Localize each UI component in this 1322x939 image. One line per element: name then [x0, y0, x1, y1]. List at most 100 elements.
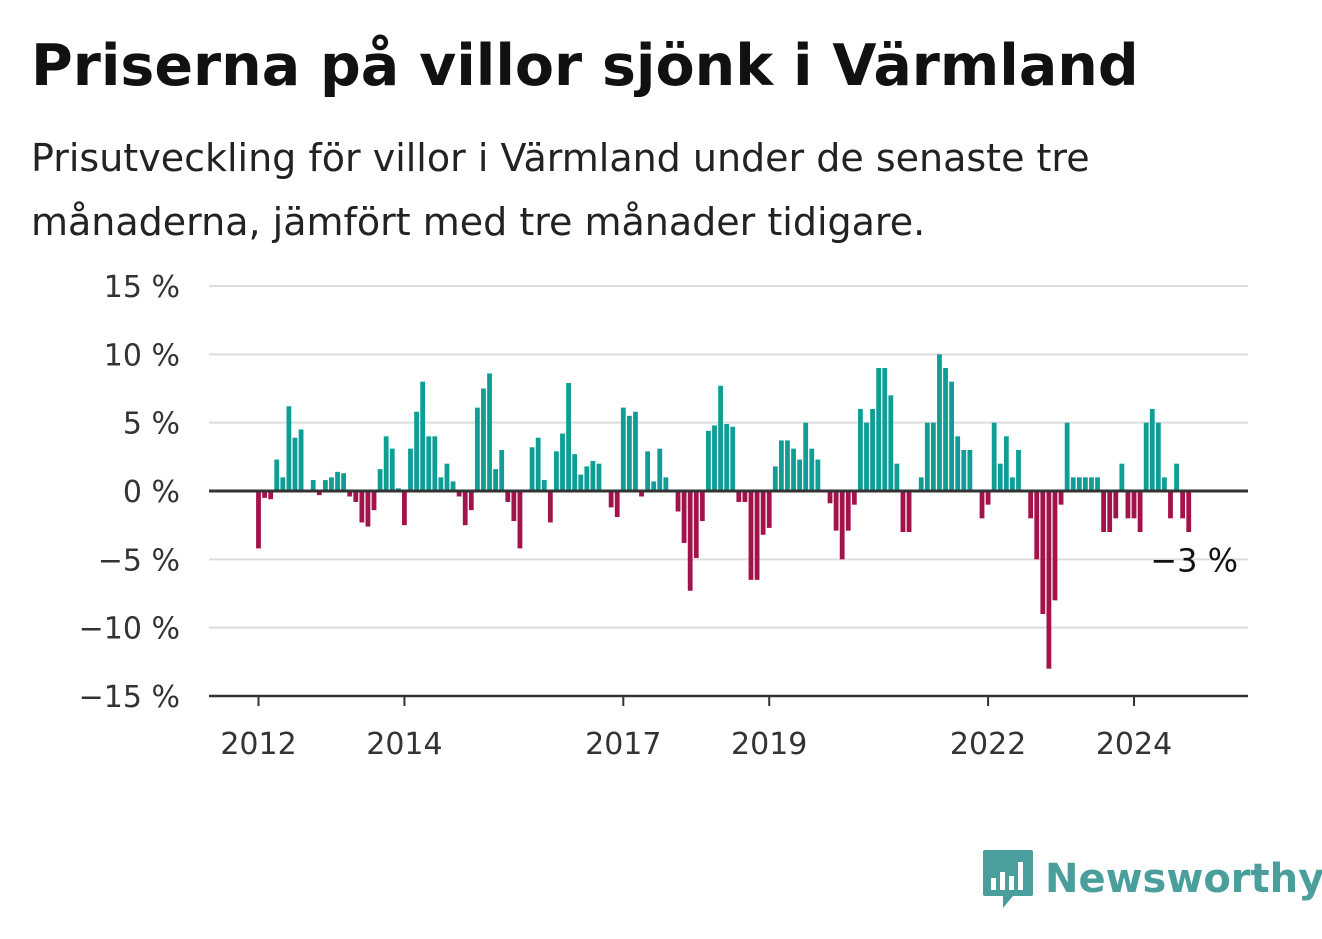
bar	[1101, 491, 1107, 532]
bar	[365, 491, 371, 527]
bar	[937, 354, 942, 491]
bar	[1107, 491, 1113, 532]
bar	[1028, 491, 1034, 519]
bar	[499, 450, 505, 491]
bar	[481, 388, 486, 491]
bar	[511, 491, 517, 522]
bar	[657, 448, 663, 491]
bar	[809, 448, 815, 491]
last-value-label: −3 %	[1150, 541, 1238, 579]
y-tick-label: −15 %	[79, 680, 180, 715]
bar	[432, 436, 438, 491]
bar	[1174, 463, 1179, 491]
bar	[1155, 422, 1161, 491]
x-tick-label: 2012	[220, 727, 296, 762]
bar	[347, 491, 353, 497]
bar	[377, 469, 383, 491]
bar	[1070, 477, 1076, 491]
brand-name: Newsworthy	[1045, 856, 1322, 902]
bar	[1180, 491, 1186, 519]
bar	[833, 491, 839, 531]
bar	[1162, 477, 1167, 491]
bar	[590, 460, 596, 491]
bar	[383, 436, 389, 491]
bar	[554, 451, 559, 491]
bar	[596, 463, 602, 491]
bar	[754, 491, 760, 580]
bar	[851, 491, 857, 505]
bar	[420, 381, 426, 491]
bar	[1058, 491, 1064, 505]
bar	[1113, 491, 1119, 519]
bar	[444, 463, 450, 491]
bar	[268, 491, 274, 500]
bar	[967, 450, 973, 491]
bar	[1149, 409, 1155, 491]
bar	[985, 491, 991, 505]
bar	[493, 469, 499, 491]
bar	[1095, 477, 1100, 491]
chart-subtitle: Prisutveckling för villor i Värmland und…	[31, 136, 1090, 244]
bar	[785, 440, 790, 491]
x-tick-labels: 2012 2014 2017 2019 2022 2024	[220, 696, 1172, 762]
bar	[456, 491, 462, 497]
bar	[620, 407, 626, 491]
bar	[1046, 491, 1052, 669]
bar	[772, 466, 778, 491]
bar	[949, 381, 955, 491]
bar	[645, 451, 651, 491]
x-tick-label: 2014	[366, 727, 442, 762]
bar	[359, 491, 365, 523]
bar	[566, 383, 571, 491]
y-tick-label: −5 %	[98, 543, 180, 578]
bar	[614, 491, 620, 517]
bar	[1040, 491, 1046, 614]
bar	[1168, 491, 1173, 519]
bar	[474, 407, 480, 491]
bar	[876, 368, 882, 491]
bar	[1119, 463, 1125, 491]
bar	[639, 491, 644, 497]
bar	[718, 385, 723, 491]
bar	[724, 424, 730, 491]
bar	[979, 491, 985, 519]
bar	[547, 491, 553, 523]
bar	[742, 491, 748, 502]
bar	[845, 491, 851, 531]
bar	[262, 491, 267, 498]
bar	[584, 466, 590, 491]
bar	[414, 411, 419, 491]
bar	[1137, 491, 1143, 532]
bar	[1010, 477, 1015, 491]
bar	[310, 480, 316, 491]
y-tick-label: −10 %	[79, 612, 180, 647]
bar	[1082, 477, 1088, 491]
bar	[882, 368, 888, 491]
bar	[870, 409, 875, 491]
bar	[438, 477, 444, 491]
bar	[450, 481, 456, 491]
bar	[760, 491, 766, 535]
y-tick-label: 15 %	[104, 270, 180, 305]
bar	[748, 491, 754, 580]
bar	[930, 422, 936, 491]
bar	[505, 491, 511, 502]
bar	[256, 491, 261, 549]
grid-lines	[209, 285, 1248, 629]
bar	[699, 491, 705, 522]
bar	[389, 448, 395, 491]
y-tick-label: 5 %	[123, 407, 180, 442]
bar	[663, 477, 669, 491]
bar	[730, 426, 736, 491]
bar	[608, 491, 614, 508]
x-tick-label: 2024	[1096, 727, 1172, 762]
bar	[292, 437, 298, 491]
bar	[1076, 477, 1082, 491]
newsworthy-logo[interactable]: Newsworthy	[981, 848, 1322, 910]
bar	[274, 459, 280, 491]
bar	[651, 481, 657, 491]
bar	[778, 440, 784, 491]
bar	[991, 422, 997, 491]
bar	[572, 454, 578, 491]
bar	[943, 368, 948, 491]
